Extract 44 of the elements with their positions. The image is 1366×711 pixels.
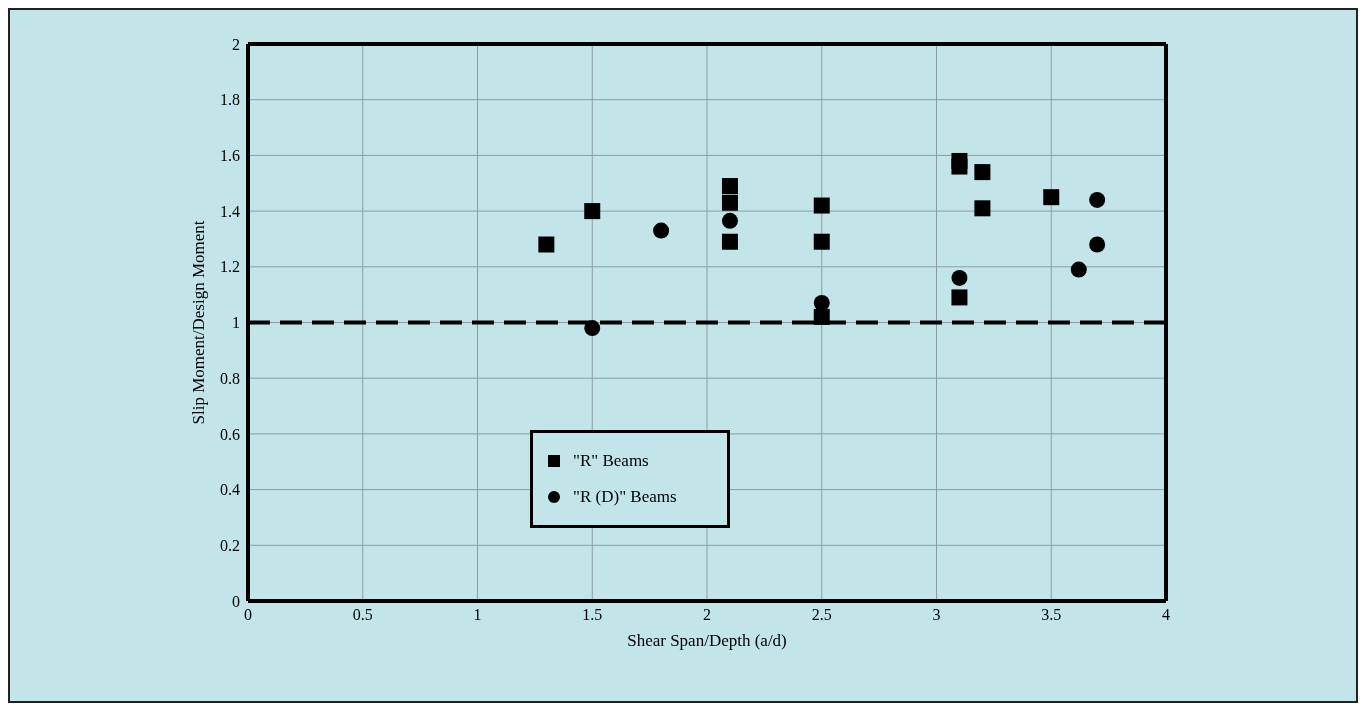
y-tick-label: 1 — [232, 314, 240, 332]
point — [974, 200, 991, 217]
legend-label: "R (D)" Beams — [573, 486, 677, 508]
y-tick-label: 1.4 — [220, 202, 240, 220]
point — [813, 197, 830, 214]
point — [538, 236, 555, 253]
point — [1089, 191, 1106, 208]
point — [584, 320, 601, 337]
x-tick-label: 2 — [703, 606, 711, 624]
point — [653, 222, 670, 239]
x-tick-label: 0.5 — [352, 606, 373, 624]
point — [951, 289, 968, 306]
x-tick-label: 2.5 — [811, 606, 832, 624]
x-tick-label: 4 — [1162, 606, 1170, 624]
y-tick-label: 0.2 — [220, 536, 240, 554]
legend-label: "R" Beams — [573, 450, 649, 472]
x-tick-label: 1.5 — [582, 606, 603, 624]
y-tick-label: 0 — [232, 592, 240, 610]
point — [721, 178, 738, 195]
x-tick-label: 1 — [473, 606, 482, 624]
point — [1043, 189, 1060, 206]
x-tick-label: 0 — [244, 606, 252, 624]
y-tick-label: 0.8 — [220, 369, 240, 387]
y-tick-label: 1.6 — [220, 147, 240, 165]
y-axis-title: Slip Moment/Design Moment — [189, 220, 209, 425]
x-axis-title: Shear Span/Depth (a/d) — [627, 631, 787, 650]
point — [721, 212, 738, 229]
point — [813, 233, 830, 250]
point — [1089, 236, 1106, 253]
point — [974, 164, 991, 181]
y-tick-label: 0.6 — [220, 425, 240, 443]
point — [951, 152, 968, 169]
point — [584, 203, 601, 220]
point — [721, 194, 738, 211]
point — [813, 308, 830, 325]
point — [1070, 261, 1087, 278]
x-tick-label: 3.5 — [1041, 606, 1062, 624]
y-tick-label: 1.2 — [220, 258, 240, 276]
point — [721, 233, 738, 250]
y-tick-label: 0.4 — [220, 481, 240, 499]
y-tick-label: 2 — [232, 35, 240, 53]
y-tick-label: 1.8 — [220, 91, 240, 109]
x-tick-label: 3 — [932, 606, 941, 624]
point — [951, 269, 968, 286]
